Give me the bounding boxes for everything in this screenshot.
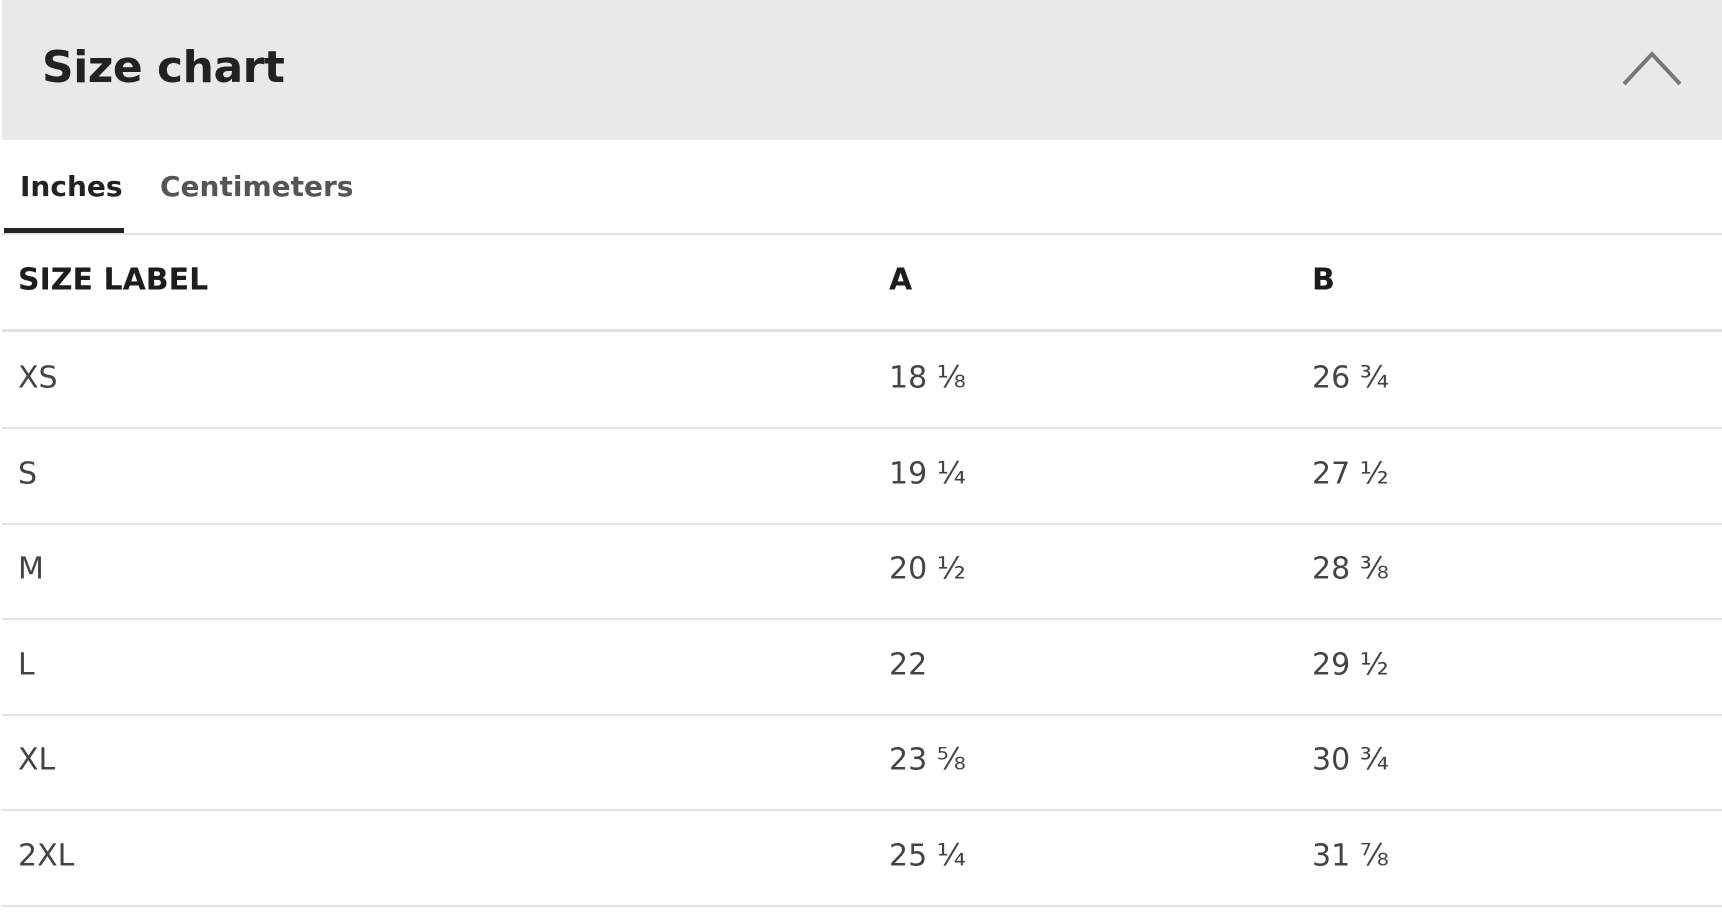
table-cell: XL bbox=[18, 742, 56, 778]
column-header: SIZE LABEL bbox=[18, 262, 209, 298]
table-cell: 2XL bbox=[18, 838, 75, 874]
table-cell: 26 ¾ bbox=[1312, 360, 1389, 396]
table-cell: 28 ⅜ bbox=[1312, 551, 1389, 587]
tab[interactable]: Centimeters bbox=[160, 170, 354, 203]
title: Size chart bbox=[42, 42, 285, 93]
table-cell: S bbox=[18, 456, 38, 492]
divider bbox=[2, 329, 1722, 332]
table-cell: 31 ⅞ bbox=[1312, 838, 1389, 874]
table-cell: 25 ¼ bbox=[889, 838, 966, 874]
column-header: A bbox=[889, 262, 913, 298]
header-bar[interactable] bbox=[2, 0, 1722, 140]
row-divider bbox=[2, 713, 1722, 716]
table-cell: M bbox=[18, 551, 44, 587]
table-cell: XS bbox=[18, 360, 58, 396]
table-cell: 20 ½ bbox=[889, 551, 966, 587]
table-cell: 22 bbox=[889, 647, 928, 683]
row-divider bbox=[2, 905, 1722, 907]
table-cell: 18 ⅛ bbox=[889, 360, 966, 396]
tab[interactable]: Inches bbox=[20, 170, 123, 203]
table-cell: 19 ¼ bbox=[889, 456, 966, 492]
tab-indicator bbox=[4, 228, 124, 233]
row-divider bbox=[2, 522, 1722, 525]
column-header: B bbox=[1312, 262, 1335, 298]
table-cell: 30 ¾ bbox=[1312, 742, 1389, 778]
divider bbox=[2, 233, 1722, 235]
row-divider bbox=[2, 427, 1722, 429]
collapse-icon[interactable] bbox=[1620, 48, 1684, 92]
table-cell: L bbox=[18, 647, 35, 683]
table-cell: 29 ½ bbox=[1312, 647, 1389, 683]
table-cell: 27 ½ bbox=[1312, 456, 1389, 492]
table-cell: 23 ⅝ bbox=[889, 742, 966, 778]
row-divider bbox=[2, 809, 1722, 812]
row-divider bbox=[2, 618, 1722, 621]
